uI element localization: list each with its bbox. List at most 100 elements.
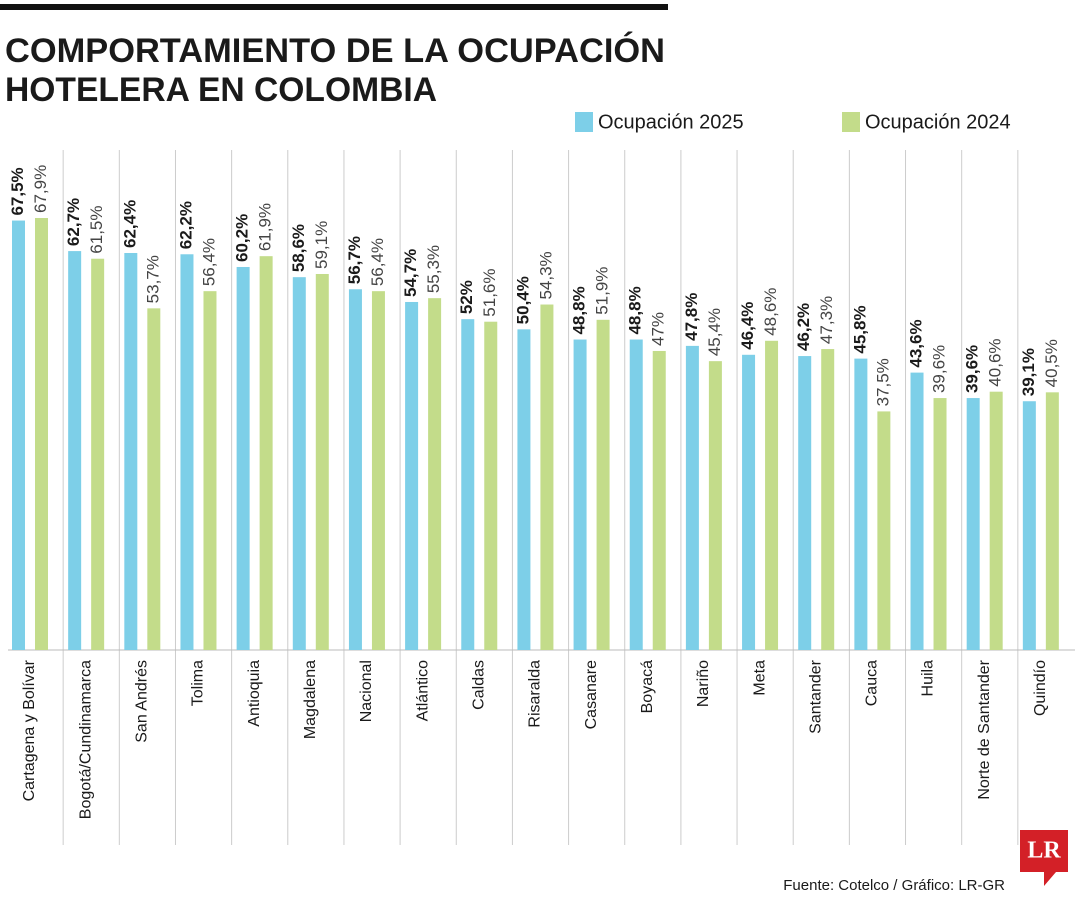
source-note: Fuente: Cotelco / Gráfico: LR-GR: [783, 877, 1005, 894]
value-label: 51,9%: [593, 267, 612, 315]
x-tick-label: Risaralda: [527, 660, 544, 728]
x-tick-label: Tolima: [190, 660, 207, 706]
bar: [292, 277, 306, 650]
x-tick-label: Bogotá/Cundinamarca: [77, 660, 94, 819]
value-label: 39,1%: [1019, 348, 1038, 396]
value-label: 43,6%: [907, 319, 926, 367]
value-label: 62,2%: [176, 201, 195, 249]
bar: [147, 308, 161, 650]
value-label: 39,6%: [963, 345, 982, 393]
value-label: 62,4%: [120, 200, 139, 248]
bar: [315, 273, 329, 650]
bar: [236, 266, 250, 650]
value-label: 50,4%: [513, 276, 532, 324]
value-label: 59,1%: [312, 221, 331, 269]
bar: [405, 301, 419, 650]
chart-title: HOTELERA EN COLOMBIA: [5, 71, 437, 109]
logo-text: LR: [1027, 838, 1061, 864]
x-tick-label: Antioquia: [246, 660, 263, 727]
value-label: 61,5%: [87, 206, 106, 254]
x-tick-label: Boyacá: [639, 660, 656, 713]
value-label: 48,8%: [626, 286, 645, 334]
bar: [203, 291, 217, 650]
bar: [966, 398, 980, 650]
x-tick-label: Meta: [751, 660, 768, 696]
bar: [35, 218, 48, 650]
bar: [180, 254, 194, 651]
value-label: 56,4%: [368, 238, 387, 286]
value-label: 37,5%: [873, 358, 892, 406]
value-label: 67,5%: [8, 167, 27, 215]
bar: [371, 291, 385, 650]
bar: [461, 319, 475, 650]
value-label: 48,6%: [761, 288, 780, 336]
bar: [596, 319, 610, 650]
bar: [517, 329, 531, 650]
legend-label: Ocupación 2025: [598, 111, 744, 133]
value-label: 54,3%: [536, 251, 555, 299]
value-label: 60,2%: [233, 214, 252, 262]
x-tick-label: Nacional: [358, 660, 375, 722]
value-label: 58,6%: [289, 224, 308, 272]
chart-title: COMPORTAMIENTO DE LA OCUPACIÓN: [5, 32, 665, 70]
value-label: 56,4%: [199, 238, 218, 286]
bar: [1022, 401, 1036, 650]
bar: [854, 358, 868, 650]
value-label: 47%: [649, 312, 668, 346]
value-label: 53,7%: [143, 255, 162, 303]
value-label: 56,7%: [345, 236, 364, 284]
bar: [821, 349, 835, 650]
bar: [124, 252, 138, 651]
bar: [348, 289, 362, 650]
x-tick-label: Quindío: [1032, 660, 1049, 716]
x-tick-label: San Andrés: [134, 660, 151, 743]
bar: [540, 304, 554, 650]
value-label: 45,8%: [850, 305, 869, 353]
value-label: 45,4%: [705, 308, 724, 356]
bar: [933, 398, 947, 650]
value-label: 39,6%: [930, 345, 949, 393]
bar: [68, 251, 82, 650]
value-label: 40,5%: [1042, 339, 1061, 387]
bar: [798, 356, 812, 650]
bar: [428, 298, 442, 650]
bar: [259, 256, 273, 650]
bar: [989, 391, 1003, 650]
bar: [484, 321, 498, 650]
bar: [765, 340, 779, 650]
value-label: 51,6%: [480, 269, 499, 317]
bar: [652, 350, 666, 650]
value-label: 47,8%: [682, 293, 701, 341]
bar: [629, 339, 643, 650]
value-label: 54,7%: [401, 249, 420, 297]
value-label: 55,3%: [424, 245, 443, 293]
bar: [877, 411, 891, 650]
x-tick-label: Cartagena y Bolívar: [21, 659, 38, 801]
value-label: 62,7%: [64, 198, 83, 246]
x-tick-label: Magdalena: [302, 660, 319, 739]
value-label: 52%: [457, 280, 476, 314]
x-tick-label: Casanare: [583, 660, 600, 729]
logo-badge: [1020, 830, 1068, 886]
bar: [91, 258, 105, 650]
bar: [708, 361, 722, 650]
bar: [685, 345, 699, 650]
legend-swatch: [842, 112, 860, 132]
value-label: 61,9%: [256, 203, 275, 251]
legend-label: Ocupación 2024: [865, 111, 1011, 133]
x-tick-label: Atlántico: [414, 660, 431, 721]
top-rule: [0, 4, 668, 10]
value-label: 47,3%: [817, 296, 836, 344]
bar: [573, 339, 587, 650]
value-label: 46,4%: [738, 302, 757, 350]
x-tick-label: Norte de Santander: [976, 659, 993, 799]
value-label: 46,2%: [794, 303, 813, 351]
x-tick-label: Santander: [807, 659, 824, 734]
value-label: 48,8%: [570, 286, 589, 334]
value-label: 40,6%: [986, 338, 1005, 386]
bar: [742, 354, 756, 650]
bar: [1045, 392, 1059, 650]
x-tick-label: Nariño: [695, 660, 712, 707]
x-tick-label: Huila: [920, 660, 937, 697]
